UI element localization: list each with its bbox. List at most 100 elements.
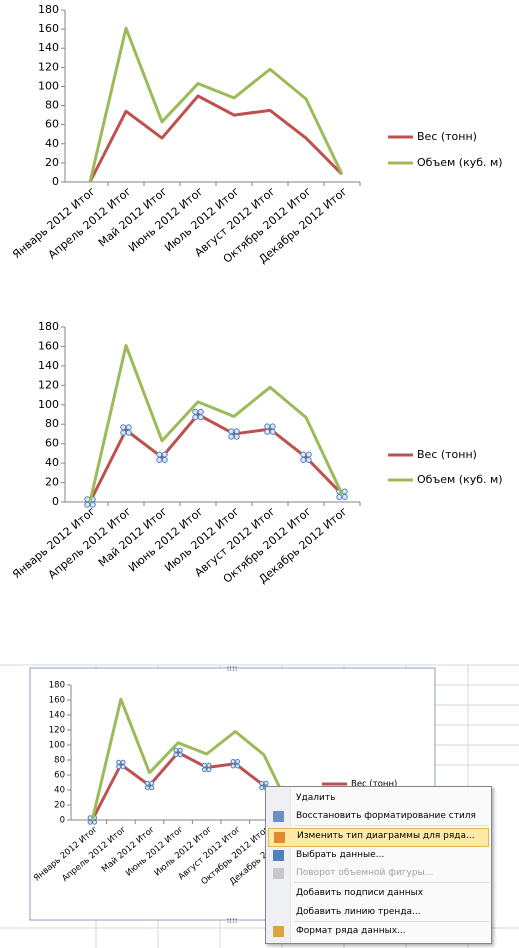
y-tick-label: 120 (49, 726, 65, 736)
series-line (88, 26, 344, 183)
marker-dot (120, 424, 127, 431)
menu-item[interactable]: Изменить тип диаграммы для ряда... (268, 828, 489, 847)
marker-dot (173, 752, 179, 758)
marker-dot (269, 428, 276, 435)
y-tick-label: 160 (38, 339, 59, 352)
menu-label: Добавить подписи данных (296, 888, 424, 898)
menu-icon (274, 832, 285, 843)
marker-dot (336, 493, 343, 500)
marker-dot (156, 451, 163, 458)
menu-item[interactable]: Удалить (268, 790, 489, 807)
y-tick-label: 180 (49, 681, 65, 691)
menu-separator (294, 882, 489, 883)
marker-dot (177, 752, 183, 758)
marker-dot (161, 451, 168, 458)
marker-dot (192, 408, 199, 415)
marker-dot (264, 428, 271, 435)
marker-dot (300, 457, 307, 464)
legend-label: Объем (куб. м) (417, 156, 503, 169)
menu-icon (273, 811, 284, 822)
marker-dot (120, 429, 127, 436)
marker-dot (233, 433, 240, 440)
series-line (88, 94, 344, 183)
selection-marker (116, 759, 126, 770)
y-tick-label: 180 (38, 3, 59, 16)
selection-marker (230, 759, 240, 769)
resize-handle[interactable]: :::: (227, 664, 238, 673)
marker-dot (144, 785, 150, 791)
marker-dot (197, 408, 204, 415)
selection-marker (192, 408, 204, 421)
marker-dot (235, 759, 240, 765)
marker-dot (264, 423, 271, 430)
y-tick-label: 180 (38, 320, 59, 333)
y-tick-label: 80 (45, 99, 59, 112)
marker-dot (259, 780, 265, 786)
legend-label: Вес (тонн) (351, 780, 397, 790)
y-tick-label: 0 (52, 175, 59, 188)
marker-dot (228, 428, 235, 435)
y-tick-label: 100 (49, 741, 65, 751)
marker-dot (87, 819, 93, 825)
marker-dot (305, 457, 312, 464)
selection-marker (144, 780, 155, 791)
marker-dot (116, 759, 122, 765)
marker-dot (120, 759, 126, 765)
menu-item[interactable]: Формат ряда данных... (268, 923, 489, 940)
menu-item[interactable]: Добавить линию тренда... (268, 904, 489, 921)
marker-dot (192, 414, 199, 421)
y-tick-label: 40 (45, 137, 59, 150)
menu-label: Поворот объемной фигуры... (296, 868, 434, 878)
menu-item[interactable]: Добавить подписи данных (268, 885, 489, 902)
marker-dot (116, 764, 122, 770)
menu-icon (273, 868, 284, 879)
menu-label: Выбрать данные... (296, 850, 385, 860)
y-tick-label: 40 (54, 786, 65, 796)
legend-label: Вес (тонн) (417, 448, 477, 461)
menu-item[interactable]: Восстановить форматирование стиля (268, 808, 489, 825)
marker-dot (161, 457, 168, 464)
context-menu: Удалить Восстановить форматирование стиля… (265, 786, 492, 944)
y-tick-label: 140 (49, 711, 65, 721)
y-tick-label: 60 (45, 437, 59, 450)
y-tick-label: 40 (45, 456, 59, 469)
menu-icon (273, 926, 284, 937)
marker-dot (206, 762, 212, 768)
menu-icon (273, 850, 284, 861)
marker-dot (259, 785, 265, 791)
menu-label: Формат ряда данных... (296, 926, 406, 936)
marker-dot (156, 457, 163, 464)
marker-dot (341, 493, 348, 500)
selection-marker (228, 428, 240, 440)
y-tick-label: 0 (52, 495, 59, 508)
marker-dot (177, 747, 183, 753)
marker-dot (149, 785, 155, 791)
menu-item[interactable]: Выбрать данные... (268, 847, 489, 864)
selection-marker (173, 747, 183, 758)
marker-dot (125, 429, 132, 436)
selection-marker (264, 423, 276, 435)
menu-separator (294, 825, 489, 826)
menu-item: Поворот объемной фигуры... (268, 865, 489, 882)
marker-dot (84, 501, 91, 508)
marker-dot (144, 780, 150, 786)
marker-dot (125, 424, 132, 431)
marker-dot (206, 767, 212, 773)
y-tick-label: 100 (38, 79, 59, 92)
menu-label: Удалить (296, 793, 336, 803)
marker-dot (202, 762, 207, 768)
series-line (90, 697, 294, 821)
marker-dot (233, 428, 240, 435)
marker-dot (269, 423, 276, 430)
resize-handle[interactable]: :::: (227, 916, 238, 925)
y-tick-label: 80 (54, 756, 65, 766)
marker-dot (92, 819, 97, 825)
y-tick-label: 20 (45, 156, 59, 169)
selection-marker (202, 762, 212, 773)
selection-marker (300, 451, 312, 464)
y-tick-label: 0 (60, 816, 65, 826)
selection-marker (156, 451, 168, 464)
legend-label: Объем (куб. м) (417, 473, 503, 486)
marker-dot (89, 501, 96, 508)
